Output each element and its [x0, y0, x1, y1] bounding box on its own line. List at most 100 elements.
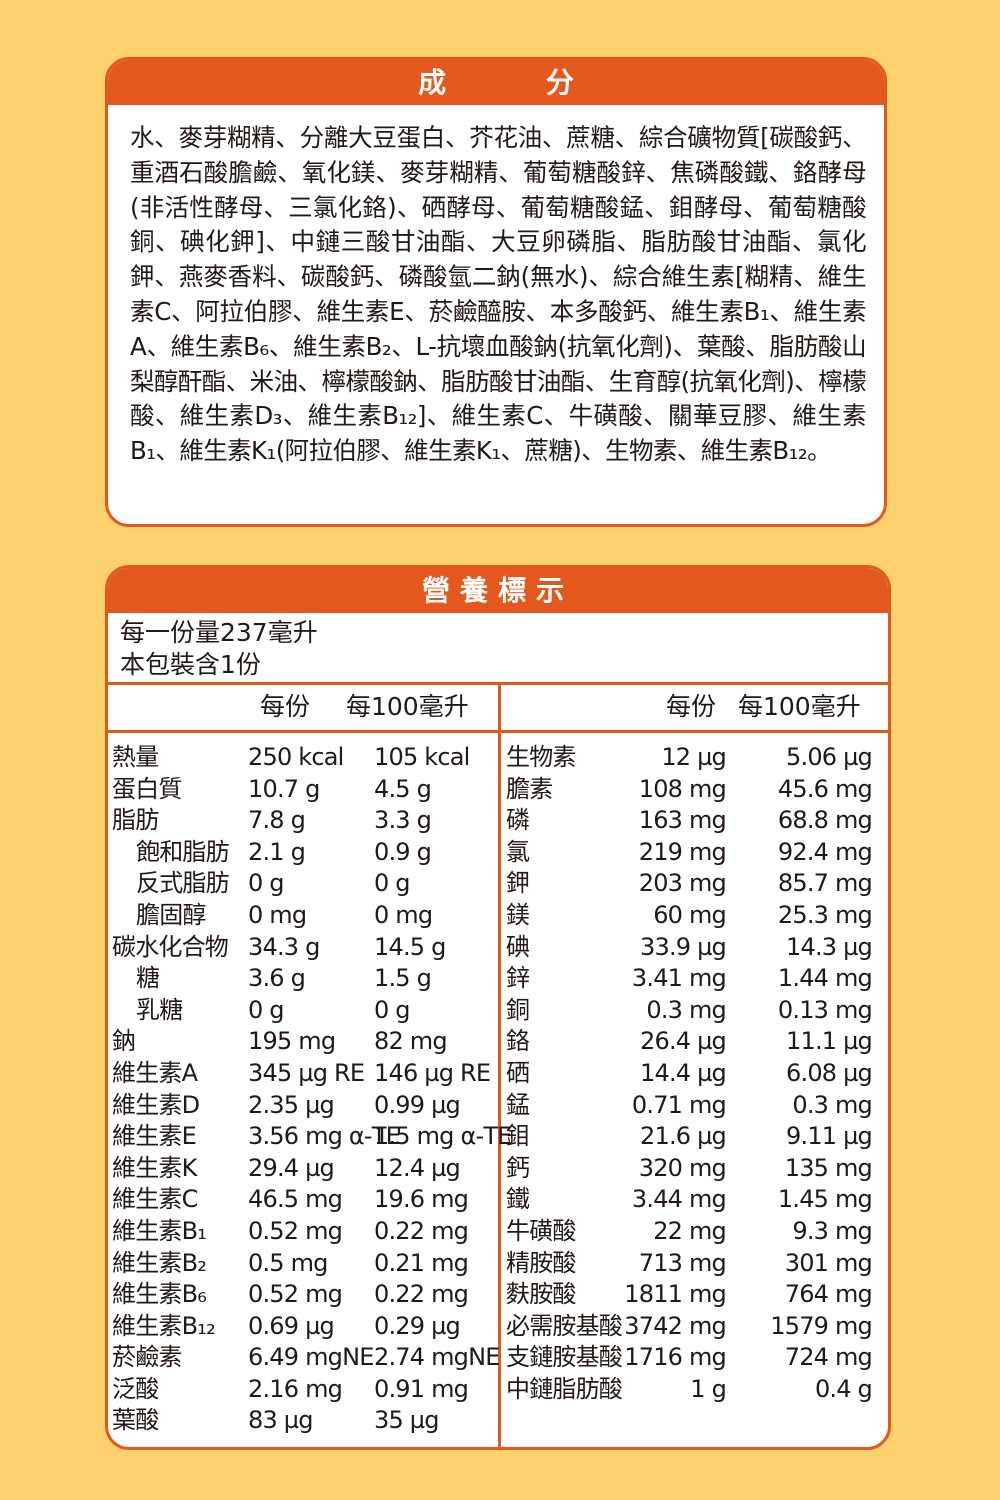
nutrient-row: 維生素B₂ 0.5 mg 0.21 mg	[112, 1248, 498, 1280]
nutrient-name: 鉀	[506, 869, 530, 898]
nutrient-name: 維生素D	[112, 1090, 200, 1119]
nutrient-name: 熱量	[112, 743, 159, 771]
per-serving-value: 0.3 mg	[646, 995, 726, 1024]
per-serving-value: 0 g	[248, 995, 285, 1024]
per-serving-value: 7.8 g	[248, 806, 306, 835]
nutrient-name: 反式脂肪	[136, 869, 230, 898]
per-serving-value: 219 mg	[638, 837, 727, 866]
right-col-per-serving: 每份	[666, 692, 717, 721]
per-100ml-value: 14.3 µg	[786, 932, 873, 961]
per-serving-value: 163 mg	[638, 806, 727, 835]
column-divider	[498, 685, 501, 1447]
nutrient-row: 膽固醇 0 mg 0 mg	[112, 900, 498, 932]
nutrient-row: 維生素D 2.35 µg 0.99 µg	[112, 1090, 498, 1122]
left-col-per-serving: 每份	[260, 692, 311, 721]
nutrient-name: 精胺酸	[506, 1248, 576, 1277]
per-100ml-value: 0.21 mg	[374, 1248, 469, 1277]
nutrient-name: 維生素K	[112, 1153, 197, 1182]
per-100ml-value: 68.8 mg	[777, 806, 873, 835]
per-100ml-value: 105 kcal	[374, 743, 470, 771]
nutrient-row: 鈣 320 mg 135 mg	[506, 1153, 886, 1185]
nutrient-row: 維生素B₆ 0.52 mg 0.22 mg	[112, 1279, 498, 1311]
nutrient-name: 維生素C	[112, 1185, 198, 1214]
per-100ml-value: 1.5 g	[374, 964, 432, 993]
per-serving-value: 0 g	[248, 869, 285, 898]
per-serving-value: 3.41 mg	[631, 964, 727, 993]
per-serving-value: 22 mg	[653, 1216, 727, 1245]
per-100ml-value: 25.3 mg	[777, 900, 873, 929]
per-100ml-value: 5.06 µg	[786, 743, 873, 771]
nutrient-name: 鈉	[112, 1027, 136, 1056]
left-nutrient-table: 熱量 250 kcal 105 kcal 蛋白質 10.7 g 4.5 g 脂肪 7.8 g 3…	[112, 742, 512, 1437]
nutrient-name: 膽固醇	[136, 900, 206, 929]
nutrient-name: 膽素	[506, 774, 553, 803]
nutrient-row: 鋅 3.41 mg 1.44 mg	[506, 963, 886, 995]
nutrient-name: 生物素	[506, 743, 576, 771]
per-100ml-value: 0.13 mg	[777, 995, 873, 1024]
per-100ml-value: 1.44 mg	[777, 964, 873, 993]
per-100ml-value: 764 mg	[784, 1280, 873, 1309]
servings-per-package: 本包裝含1份	[120, 650, 261, 679]
nutrient-row: 維生素K 29.4 µg 12.4 µg	[112, 1153, 498, 1185]
nutrient-row: 支鏈胺基酸 1716 mg 724 mg	[506, 1342, 886, 1374]
nutrient-name: 蛋白質	[112, 774, 182, 803]
per-100ml-value: 135 mg	[784, 1153, 873, 1182]
per-serving-value: 3.6 g	[248, 964, 306, 993]
per-100ml-value: 19.6 mg	[374, 1185, 469, 1214]
per-100ml-value: 724 mg	[784, 1343, 873, 1372]
per-serving-value: 12 µg	[661, 743, 726, 771]
per-100ml-value: 0 mg	[374, 900, 433, 929]
nutrient-name: 維生素B₆	[112, 1280, 207, 1309]
nutrient-row: 飽和脂肪 2.1 g 0.9 g	[112, 837, 498, 869]
per-serving-value: 6.49 mgNE	[248, 1343, 374, 1372]
nutrient-name: 牛磺酸	[506, 1216, 576, 1245]
nutrient-name: 維生素B₁₂	[112, 1311, 216, 1340]
ingredients-title: 成 分	[108, 60, 884, 105]
nutrient-name: 鈣	[506, 1153, 530, 1182]
nutrient-row: 蛋白質 10.7 g 4.5 g	[112, 774, 498, 806]
per-100ml-value: 92.4 mg	[777, 837, 873, 866]
nutrient-name: 鋅	[506, 964, 530, 993]
nutrient-row: 磷 163 mg 68.8 mg	[506, 805, 886, 837]
per-serving-value: 0.52 mg	[248, 1280, 343, 1309]
nutrient-row: 鉀 203 mg 85.7 mg	[506, 868, 886, 900]
nutrient-row: 脂肪 7.8 g 3.3 g	[112, 805, 498, 837]
nutrient-row: 熱量 250 kcal 105 kcal	[112, 742, 498, 774]
nutrient-name: 維生素E	[112, 1122, 197, 1151]
per-serving-value: 0.69 µg	[248, 1311, 335, 1340]
per-100ml-value: 12.4 µg	[374, 1153, 461, 1182]
nutrient-row: 菸鹼素 6.49 mgNE 2.74 mgNE	[112, 1342, 500, 1374]
nutrient-row: 鉻 26.4 µg 11.1 µg	[506, 1026, 886, 1058]
per-serving-value: 0 mg	[248, 900, 307, 929]
serving-size: 每一份量237毫升	[120, 618, 318, 647]
nutrient-row: 鉬 21.6 µg 9.11 µg	[506, 1121, 886, 1153]
nutrient-name: 維生素B₁	[112, 1216, 207, 1245]
ingredients-card: 成 分 水、麥芽糊精、分離大豆蛋白、芥花油、蔗糖、綜合礦物質[碳酸鈣、重酒石酸膽…	[105, 57, 887, 527]
nutrient-row: 鎂 60 mg 25.3 mg	[506, 900, 886, 932]
per-100ml-value: 6.08 µg	[786, 1058, 873, 1087]
per-serving-value: 345 µg RE	[248, 1058, 365, 1087]
nutrient-row: 維生素B₁₂ 0.69 µg 0.29 µg	[112, 1311, 498, 1343]
nutrient-name: 硒	[506, 1058, 530, 1087]
nutrient-row: 泛酸 2.16 mg 0.91 mg	[112, 1374, 498, 1406]
nutrient-row: 氯 219 mg 92.4 mg	[506, 837, 886, 869]
right-nutrient-table: 生物素 12 µg 5.06 µg 膽素 108 mg 45.6 mg 磷 163 mg 68.…	[506, 742, 886, 1405]
per-100ml-value: 82 mg	[374, 1027, 448, 1056]
nutrient-row: 乳糖 0 g 0 g	[112, 995, 498, 1027]
per-serving-value: 203 mg	[638, 869, 727, 898]
nutrient-row: 葉酸 83 µg 35 µg	[112, 1405, 498, 1437]
nutrient-name: 磷	[506, 806, 530, 835]
per-serving-value: 2.35 µg	[248, 1090, 335, 1119]
per-serving-value: 46.5 mg	[248, 1185, 343, 1214]
per-serving-value: 0.52 mg	[248, 1216, 343, 1245]
nutrient-row: 膽素 108 mg 45.6 mg	[506, 774, 886, 806]
ingredients-text: 水、麥芽糊精、分離大豆蛋白、芥花油、蔗糖、綜合礦物質[碳酸鈣、重酒石酸膽鹼、氧化…	[130, 123, 867, 466]
per-serving-value: 29.4 µg	[248, 1153, 335, 1182]
per-serving-value: 2.1 g	[248, 837, 306, 866]
nutrient-row: 中鏈脂肪酸 1 g 0.4 g	[506, 1374, 886, 1406]
per-serving-value: 60 mg	[653, 900, 727, 929]
right-col-per-100: 每100毫升	[738, 692, 861, 721]
per-100ml-value: 2.74 mgNE	[374, 1343, 500, 1372]
per-100ml-value: 0.22 mg	[374, 1216, 469, 1245]
nutrition-card: 營養標示 每一份量237毫升 本包裝含1份 每份 每100毫升 每份 每100毫…	[105, 565, 891, 1450]
